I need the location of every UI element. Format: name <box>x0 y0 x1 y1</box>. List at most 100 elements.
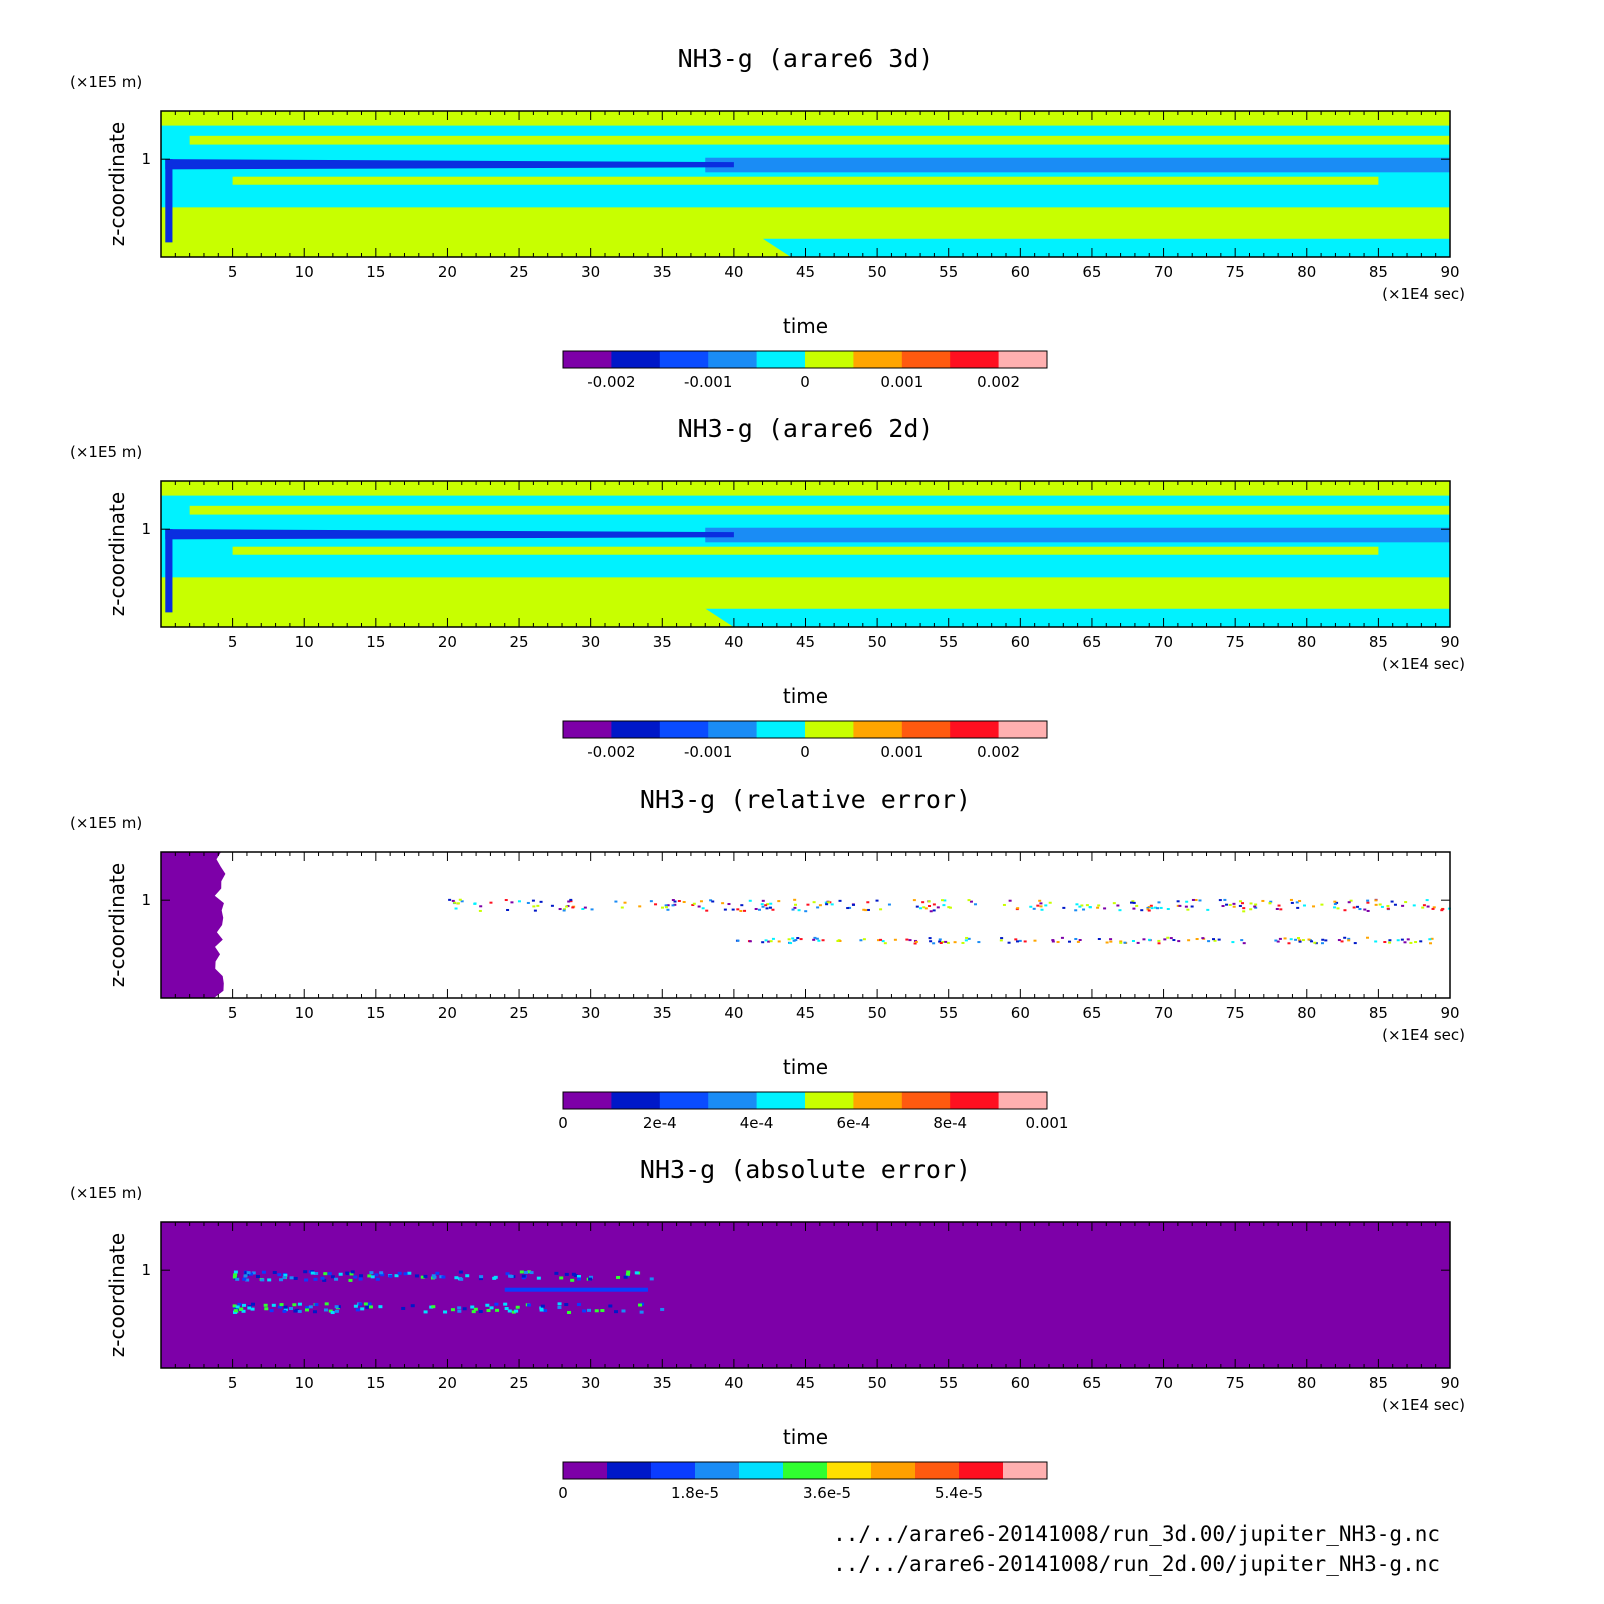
error-speckle <box>531 899 535 902</box>
error-speckle <box>489 901 493 904</box>
x-tick-label: 5 <box>228 263 238 281</box>
panel-title: NH3-g (absolute error) <box>640 1155 971 1184</box>
error-speckle <box>289 1276 294 1280</box>
error-speckle <box>1078 905 1082 908</box>
x-tick-label: 60 <box>1011 263 1030 281</box>
error-speckle <box>1056 941 1060 944</box>
x-tick-label: 75 <box>1226 1004 1245 1022</box>
error-speckle <box>403 1272 408 1276</box>
error-speckle <box>793 906 797 909</box>
error-speckle <box>1287 942 1291 945</box>
error-speckle <box>524 1270 529 1274</box>
error-speckle <box>1157 901 1161 904</box>
panel-title: NH3-g (arare6 2d) <box>678 414 934 443</box>
error-speckle <box>1302 904 1306 907</box>
field-band-bottom-cyan <box>762 238 1450 257</box>
error-speckle <box>804 910 808 913</box>
error-speckle <box>375 1277 380 1281</box>
error-speckle <box>242 1277 247 1281</box>
error-speckle <box>288 1307 293 1311</box>
error-speckle <box>1298 939 1302 942</box>
error-speckle <box>893 938 897 941</box>
error-speckle <box>1366 909 1370 912</box>
colorbar-tick-label: -0.002 <box>587 743 635 761</box>
error-speckle <box>796 937 800 940</box>
error-speckle <box>242 1303 247 1307</box>
error-speckle <box>914 940 918 943</box>
error-speckle <box>457 1309 462 1313</box>
error-speckle <box>1386 907 1390 910</box>
error-speckle <box>977 941 981 944</box>
chart-panel-4: NH3-g (absolute error)(×1E5 m)5 10 15 20 25 3… <box>70 1155 1465 1502</box>
x-tick-label: 85 <box>1369 1004 1388 1022</box>
x-tick-label: 50 <box>868 263 887 281</box>
error-speckle <box>791 908 795 911</box>
error-speckle <box>939 941 943 944</box>
x-tick-label: 35 <box>653 263 672 281</box>
error-speckle <box>812 901 816 904</box>
error-speckle <box>938 938 942 941</box>
x-tick-label: 15 <box>366 1004 385 1022</box>
error-speckle <box>453 901 457 904</box>
error-speckle <box>1276 940 1280 943</box>
error-speckle <box>1374 903 1378 906</box>
error-speckle <box>1422 904 1426 907</box>
x-tick-label: 20 <box>438 1004 457 1022</box>
colorbar-swatch <box>959 1462 1004 1479</box>
error-speckle <box>1076 940 1080 943</box>
error-speckle <box>1321 938 1325 941</box>
error-speckle <box>550 904 554 907</box>
error-speckle <box>462 1307 467 1311</box>
x-tick-label: 10 <box>295 633 314 651</box>
error-speckle <box>1097 904 1101 907</box>
error-speckle <box>559 1276 564 1280</box>
error-speckle <box>932 903 936 906</box>
error-speckle <box>1324 939 1328 942</box>
error-speckle <box>576 1302 581 1306</box>
error-speckle <box>964 939 968 942</box>
error-speckle <box>235 1305 240 1309</box>
error-speckle <box>533 909 537 912</box>
error-speckle <box>614 900 618 903</box>
error-speckle <box>338 1272 343 1276</box>
x-tick-label: 45 <box>796 263 815 281</box>
error-speckle <box>536 904 540 907</box>
x-tick-label: 70 <box>1154 1004 1173 1022</box>
error-speckle <box>1231 941 1235 944</box>
error-speckle <box>866 908 870 911</box>
error-speckle <box>748 940 752 943</box>
error-speckle <box>1352 906 1356 909</box>
error-speckle <box>1383 941 1387 944</box>
error-speckle <box>1249 902 1253 905</box>
error-speckle <box>794 939 798 942</box>
colorbar-frame <box>562 1091 1048 1110</box>
error-speckle <box>754 907 758 910</box>
colorbar-swatch <box>998 351 1048 368</box>
y-axis-label: z-coordinate <box>105 122 129 246</box>
error-speckle <box>777 900 781 903</box>
error-speckle <box>431 1305 436 1309</box>
x-unit-label: (×1E4 sec) <box>1382 655 1465 673</box>
error-speckle <box>721 902 725 905</box>
panel-title: NH3-g (arare6 3d) <box>678 44 934 73</box>
error-speckle <box>1147 909 1151 912</box>
error-speckle <box>1390 900 1394 903</box>
error-speckle <box>564 1272 569 1276</box>
colorbar-frame <box>562 350 1048 369</box>
error-speckle <box>943 899 947 902</box>
error-speckle <box>526 1303 531 1307</box>
error-speckle <box>913 942 917 945</box>
colorbar-swatch <box>563 721 612 738</box>
error-speckle <box>283 1273 288 1277</box>
error-speckle <box>1119 940 1123 943</box>
error-speckle <box>791 937 795 940</box>
error-speckle <box>614 1310 619 1314</box>
error-speckle <box>1146 908 1150 911</box>
error-speckle <box>1097 938 1101 941</box>
error-speckle <box>1074 937 1078 940</box>
error-speckle <box>967 899 971 902</box>
error-speckle <box>443 1310 448 1314</box>
field-startup-edge <box>165 529 173 613</box>
error-speckle <box>765 907 769 910</box>
error-speckle <box>264 1307 269 1311</box>
